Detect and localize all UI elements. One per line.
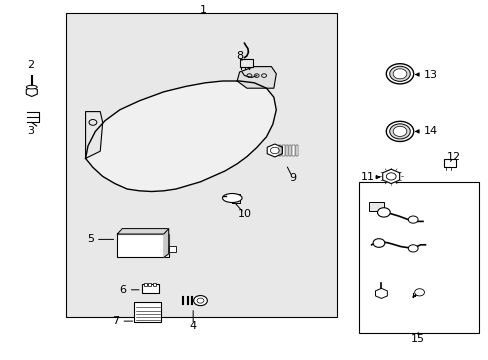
Polygon shape: [375, 288, 386, 298]
Ellipse shape: [222, 194, 242, 202]
Bar: [368, 202, 383, 211]
Text: 7: 7: [112, 316, 119, 326]
Text: 12: 12: [446, 152, 460, 162]
Circle shape: [386, 121, 413, 141]
Bar: [142, 284, 159, 293]
Text: 6: 6: [120, 285, 126, 295]
Text: 2: 2: [27, 60, 34, 70]
Text: 10: 10: [237, 209, 251, 219]
Bar: [148, 283, 151, 286]
Circle shape: [389, 124, 409, 139]
Bar: [66, 13, 337, 317]
Circle shape: [386, 64, 413, 84]
Text: 8: 8: [236, 51, 243, 61]
Polygon shape: [232, 194, 239, 203]
Circle shape: [392, 69, 406, 79]
Ellipse shape: [26, 85, 37, 89]
Polygon shape: [117, 229, 168, 234]
Text: 13: 13: [424, 69, 437, 80]
Bar: [117, 234, 168, 257]
Polygon shape: [266, 144, 282, 157]
Bar: [292, 145, 294, 156]
Circle shape: [372, 239, 384, 247]
Bar: [278, 145, 281, 156]
Text: 5: 5: [87, 234, 94, 244]
Circle shape: [389, 66, 409, 81]
Text: 15: 15: [410, 334, 424, 344]
Bar: [295, 145, 298, 156]
Text: 14: 14: [424, 126, 437, 136]
Polygon shape: [237, 67, 276, 88]
Bar: [168, 246, 176, 252]
Polygon shape: [26, 87, 37, 96]
Bar: [152, 283, 155, 286]
Circle shape: [407, 216, 417, 223]
Text: 3: 3: [27, 126, 34, 136]
Bar: [443, 159, 455, 167]
Bar: [143, 283, 146, 286]
Bar: [282, 145, 284, 156]
Circle shape: [193, 296, 207, 306]
Text: 11: 11: [361, 172, 374, 183]
Polygon shape: [85, 112, 102, 158]
Bar: [359, 182, 478, 333]
Bar: [285, 145, 287, 156]
Circle shape: [392, 126, 406, 136]
Bar: [288, 145, 291, 156]
Text: 1: 1: [199, 5, 206, 15]
Circle shape: [377, 208, 389, 217]
Text: 4: 4: [189, 321, 196, 331]
Text: 9: 9: [288, 173, 295, 183]
Polygon shape: [163, 229, 168, 257]
Polygon shape: [382, 169, 399, 184]
Circle shape: [407, 245, 417, 252]
Bar: [134, 302, 161, 322]
Bar: [239, 59, 253, 67]
Circle shape: [414, 289, 424, 296]
Polygon shape: [85, 81, 276, 192]
